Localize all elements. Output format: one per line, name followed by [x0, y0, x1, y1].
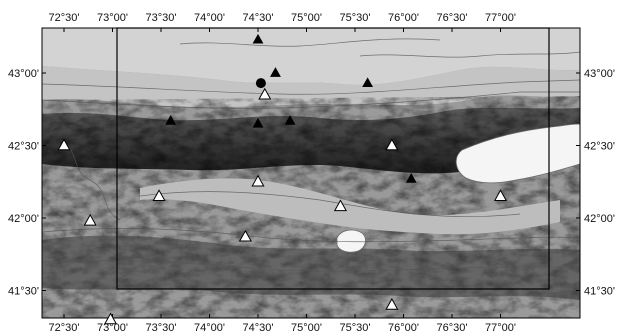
lon-label-bottom: 76°00'	[388, 322, 419, 334]
station-open-triangle-icon	[57, 138, 71, 151]
lon-label-top: 77°00'	[485, 12, 516, 24]
station-markers	[57, 33, 508, 325]
axis-ticks: 72°30' 72°30' 73°00' 73°00' 73°30' 73°30' 74°0…	[8, 12, 615, 334]
station-open-triangle-icon	[104, 312, 118, 325]
station-open-triangle-icon	[251, 174, 265, 187]
lat-label-left: 41°30'	[8, 286, 39, 298]
southern-ranges	[42, 235, 580, 300]
station-filled-triangle-icon	[284, 115, 296, 125]
contour-lines	[42, 38, 580, 272]
lon-label-bottom: 77°00'	[485, 322, 516, 334]
station-filled-triangle-icon	[405, 173, 417, 183]
lon-label-bottom: 76°30'	[437, 322, 468, 334]
lat-label-left: 43°00'	[8, 68, 39, 80]
lon-label-bottom: 73°30'	[146, 322, 177, 334]
lat-label-right: 42°30'	[584, 141, 615, 153]
station-open-triangle-icon	[385, 297, 399, 310]
lon-label-top: 72°30'	[49, 12, 80, 24]
lon-label-top: 76°30'	[437, 12, 468, 24]
lon-label-bottom: 74°30'	[243, 322, 274, 334]
lake-son-kul	[336, 229, 366, 253]
station-filled-triangle-icon	[362, 77, 374, 88]
lon-label-bottom: 75°30'	[340, 322, 371, 334]
lon-label-bottom: 73°00'	[97, 322, 128, 334]
terrain	[42, 28, 580, 318]
study-area-box	[116, 27, 550, 290]
lon-label-top: 74°00'	[194, 12, 225, 24]
chu-valley	[42, 28, 580, 85]
station-open-triangle-icon	[333, 199, 348, 212]
station-open-triangle-icon	[152, 189, 166, 201]
station-filled-triangle-icon	[165, 115, 177, 125]
lon-label-top: 73°00'	[97, 12, 128, 24]
lat-label-right: 43°00'	[584, 68, 615, 80]
lon-label-top: 73°30'	[146, 12, 177, 24]
lon-label-bottom: 75°00'	[291, 322, 322, 334]
lon-label-top: 75°00'	[291, 12, 322, 24]
lon-label-top: 74°30'	[243, 12, 274, 24]
station-open-triangle-icon	[83, 213, 97, 226]
lon-label-top: 75°30'	[340, 12, 371, 24]
station-filled-triangle-icon	[270, 67, 281, 77]
lon-label-top: 76°00'	[388, 12, 419, 24]
inner-valley	[140, 178, 560, 235]
station-filled-circle-icon	[255, 78, 266, 89]
station-open-triangle-icon	[258, 87, 272, 100]
station-open-triangle-icon	[238, 229, 252, 242]
station-filled-triangle-icon	[252, 33, 264, 44]
lat-label-left: 42°30'	[8, 141, 39, 153]
station-open-triangle-icon	[385, 138, 399, 151]
lat-label-left: 42°00'	[8, 213, 39, 225]
lon-label-bottom: 72°30'	[49, 322, 80, 334]
lat-label-right: 41°30'	[584, 286, 615, 298]
station-open-triangle-icon	[493, 189, 508, 201]
lat-label-right: 42°00'	[584, 213, 615, 225]
station-filled-triangle-icon	[252, 117, 264, 128]
lon-label-bottom: 74°00'	[194, 322, 225, 334]
